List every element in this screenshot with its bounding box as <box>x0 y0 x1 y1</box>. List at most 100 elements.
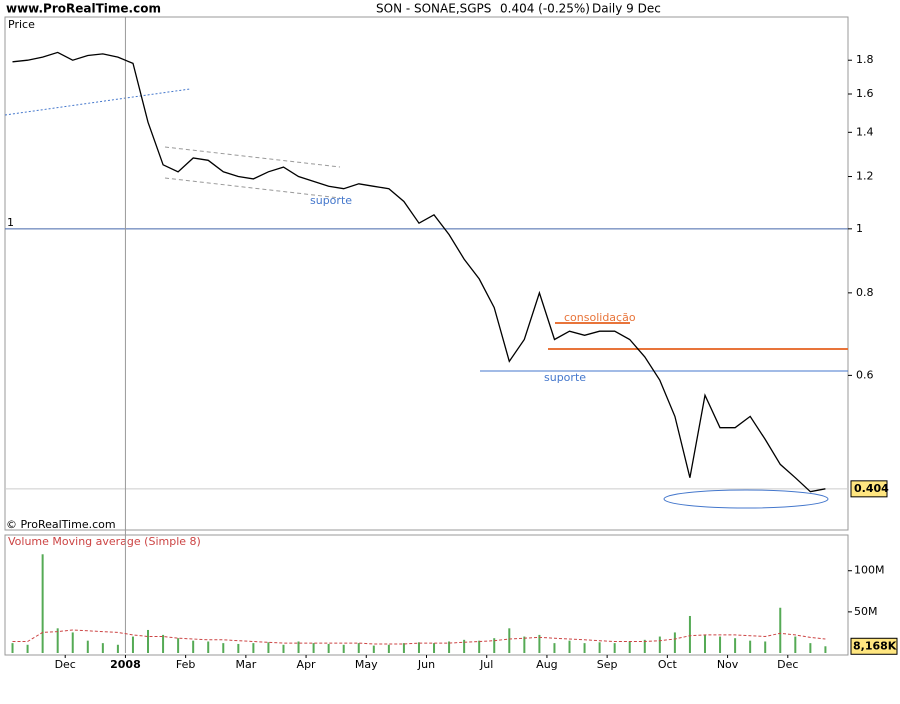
volume-bar <box>448 641 451 653</box>
volume-average <box>12 629 826 645</box>
x-tick-label: Oct <box>658 658 678 671</box>
annotation: suporte <box>544 371 586 384</box>
x-tick-label: Dec <box>777 658 798 671</box>
volume-bar <box>237 643 240 653</box>
last-price-label: 0.404 <box>854 482 889 495</box>
quote: 0.404 (-0.25%) <box>500 2 590 16</box>
x-tick-label: Jun <box>417 658 435 671</box>
y-tick-label: 1.6 <box>856 87 874 100</box>
volume-bar <box>613 643 616 653</box>
volume-bar <box>207 641 210 653</box>
volume-bar <box>26 644 29 653</box>
volume-bar <box>417 642 420 653</box>
support-ellipse <box>663 489 829 509</box>
x-tick-label: Feb <box>176 658 195 671</box>
annotation: consolidação <box>564 311 636 324</box>
volume-bar <box>147 629 150 653</box>
volume-bar <box>779 607 782 653</box>
volume-bar <box>478 640 481 653</box>
x-tick-label: Nov <box>717 658 739 671</box>
volume-bar <box>553 643 556 653</box>
volume-bar <box>643 639 646 653</box>
volume-bar <box>523 636 526 653</box>
channel-line <box>164 177 341 199</box>
reference-label: 1 <box>7 216 14 229</box>
volume-bar <box>177 638 180 653</box>
volume-panel <box>4 534 849 656</box>
last-volume-box <box>850 637 898 655</box>
x-tick-label: 2008 <box>110 658 141 671</box>
volume-bar <box>101 643 104 653</box>
y-tick-label: 0.8 <box>856 286 874 299</box>
volume-bar <box>598 642 601 653</box>
site: www.ProRealTime.com <box>6 2 161 16</box>
volume-bar <box>222 643 225 653</box>
volume-bar <box>372 645 375 653</box>
volume-bar <box>71 632 74 653</box>
last-price-box <box>850 480 888 498</box>
x-tick-label: Mar <box>235 658 256 671</box>
volume-bar <box>628 641 631 653</box>
y-tick-label: 1.4 <box>856 125 874 138</box>
volume-bar <box>192 640 195 653</box>
x-tick-label: Dec <box>55 658 76 671</box>
volume-bar <box>538 634 541 653</box>
volume-bar <box>41 554 44 653</box>
y-tick-label: 100M <box>854 564 885 577</box>
volume-bar <box>493 638 496 653</box>
copyright: © ProRealTime.com <box>6 518 116 531</box>
volume-bar <box>86 640 89 653</box>
x-tick-label: Jul <box>479 658 493 671</box>
volume-bar <box>734 638 737 653</box>
volume-bar <box>297 641 300 653</box>
volume-bar <box>703 634 706 653</box>
symbol: SON - SONAE,SGPS <box>376 2 491 16</box>
volume-bar <box>342 644 345 653</box>
price-line <box>12 51 826 493</box>
price-panel <box>4 16 849 531</box>
volume-bar <box>719 636 722 653</box>
volume-bar <box>794 636 797 653</box>
volume-bar <box>764 641 767 653</box>
x-tick-label: Aug <box>536 658 557 671</box>
period: Daily 9 Dec <box>592 2 661 16</box>
volume-bar <box>433 643 436 653</box>
volume-bar <box>809 643 812 653</box>
y-tick-label: 1.2 <box>856 170 874 183</box>
volume-bar <box>131 636 134 653</box>
y-tick-label: 1.8 <box>856 53 874 66</box>
x-tick-label: Sep <box>597 658 618 671</box>
volume-bar <box>583 643 586 653</box>
annotation: suporte <box>310 194 352 207</box>
volume-bar <box>387 644 390 653</box>
volume-bar <box>688 615 691 653</box>
volume-bar <box>267 642 270 653</box>
volume-bar <box>463 639 466 653</box>
volume-bar <box>658 636 661 653</box>
volume-bar <box>824 646 827 653</box>
volume-bar <box>116 644 119 653</box>
volume-bar <box>56 628 59 653</box>
trend-line <box>4 88 191 116</box>
volume-bar <box>11 643 14 653</box>
volume-bar <box>312 643 315 653</box>
volume-bar <box>327 643 330 653</box>
volume-bar <box>282 644 285 653</box>
channel-line <box>164 146 341 168</box>
volume-bar <box>508 628 511 653</box>
x-tick-label: Apr <box>297 658 317 671</box>
volume-bar <box>749 640 752 653</box>
y-tick-label: 0.6 <box>856 368 874 381</box>
volume-label: Volume Moving average (Simple 8) <box>8 535 201 548</box>
volume-bar <box>402 643 405 653</box>
volume-bar <box>673 632 676 653</box>
volume-bar <box>252 643 255 653</box>
x-tick-label: May <box>355 658 378 671</box>
volume-bar <box>357 643 360 653</box>
volume-bar <box>568 640 571 653</box>
y-tick-label: 50M <box>854 605 878 618</box>
volume-bar <box>162 634 165 653</box>
y-tick-label: 1 <box>856 222 863 235</box>
